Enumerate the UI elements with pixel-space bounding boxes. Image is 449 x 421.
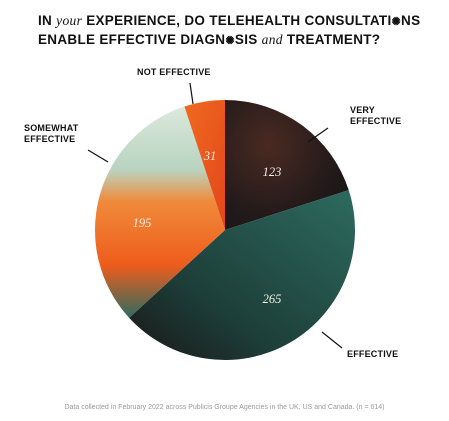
callout-lines <box>87 82 343 349</box>
value-label-not-effective: 31 <box>203 149 217 163</box>
pie-slices <box>95 100 355 360</box>
leader-effective <box>321 331 343 349</box>
value-label-very-effective: 123 <box>263 165 282 179</box>
slice-somewhat-effective <box>95 106 225 318</box>
value-label-somewhat-effective: 195 <box>133 216 152 230</box>
title-word: SIS <box>234 32 258 47</box>
callouts: VERY EFFECTIVE EFFECTIVE SOMEWHAT EFFECT… <box>24 67 401 359</box>
title-italic-word: your <box>56 13 83 28</box>
leader-very-effective <box>307 127 329 143</box>
sparkle-icon: ✺ <box>225 35 235 47</box>
slice-not-effective <box>184 100 225 230</box>
leader-somewhat-effective <box>87 149 109 163</box>
callout-very-effective: EFFECTIVE <box>350 116 401 126</box>
value-label-effective: 265 <box>263 292 282 306</box>
callout-somewhat-effective: SOMEWHAT <box>24 123 79 133</box>
sparkle-icon: ✺ <box>391 16 402 28</box>
callout-not-effective: NOT EFFECTIVE <box>137 67 211 77</box>
title-italic-word: and <box>261 32 283 47</box>
callout-somewhat-effective: EFFECTIVE <box>24 134 75 144</box>
slice-effective <box>129 190 355 360</box>
callout-very-effective: VERY <box>350 105 375 115</box>
chart-title: IN your EXPERIENCE, DO TELEHEALTH CONSUL… <box>38 12 438 50</box>
slice-value-labels: 123 265 195 31 <box>133 149 282 306</box>
title-word: NS <box>401 13 421 28</box>
footnote: Data collected in February 2022 across P… <box>64 404 385 411</box>
leader-not-effective <box>189 82 194 105</box>
title-word: TREATMENT? <box>286 32 381 47</box>
slice-very-effective <box>225 100 349 230</box>
title-word: ENABLE EFFECTIVE DIAGN <box>38 32 226 47</box>
title-word: EXPERIENCE, DO TELEHEALTH CONSULTATI <box>86 13 392 28</box>
title-word: IN <box>38 13 53 28</box>
callout-effective: EFFECTIVE <box>347 349 398 359</box>
